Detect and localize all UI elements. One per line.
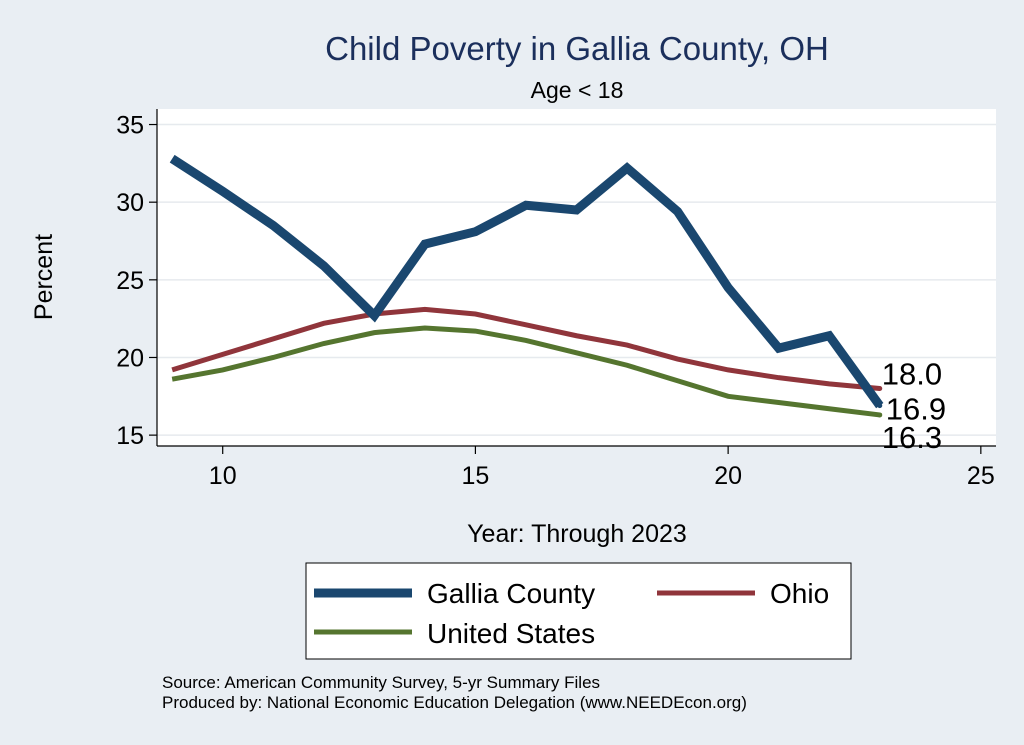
gridlines [157,123,996,436]
x-tick-label-10: 10 [209,462,237,490]
source-note: Source: American Community Survey, 5-yr … [162,673,600,692]
series-line-gallia-county [169,154,884,409]
x-tick-label-20: 20 [714,462,742,490]
end-label-ohio: 18.0 [882,357,942,392]
axes: 15 20 25 30 35 10 15 20 25 [116,109,996,490]
producer-note: Produced by: National Economic Education… [162,693,747,712]
y-tick-label-35: 35 [116,112,144,140]
plot-area [157,109,996,446]
chart-subtitle: Age < 18 [531,77,624,103]
series-lines [169,154,884,418]
end-point-united-states [877,412,883,418]
end-point-ohio [877,386,883,392]
x-axis-label: Year: Through 2023 [467,520,687,548]
y-tick-label-20: 20 [116,344,144,372]
y-axis-label: Percent [30,234,58,320]
legend-box [305,562,852,660]
series-line-ohio [171,306,880,392]
end-labels: 16.918.0 16.3 [882,357,946,455]
x-tick-label-25: 25 [967,462,995,490]
chart-title: Child Poverty in Gallia County, OH [325,30,829,67]
end-label-united-states: 16.3 [882,420,942,455]
end-point-gallia-county [877,403,883,409]
end-label-gallia-county: 16.9 [886,392,946,427]
legend: Gallia County Ohio United States [305,562,852,660]
legend-label-ohio: Ohio [770,578,829,609]
legend-label-united-states: United States [427,618,595,649]
x-tick-label-15: 15 [462,462,490,490]
y-tick-label-15: 15 [116,422,144,450]
legend-label-gallia-county: Gallia County [427,578,595,609]
y-tick-label-30: 30 [116,189,144,217]
y-tick-label-25: 25 [116,267,144,295]
series-line-united-states [171,325,881,418]
